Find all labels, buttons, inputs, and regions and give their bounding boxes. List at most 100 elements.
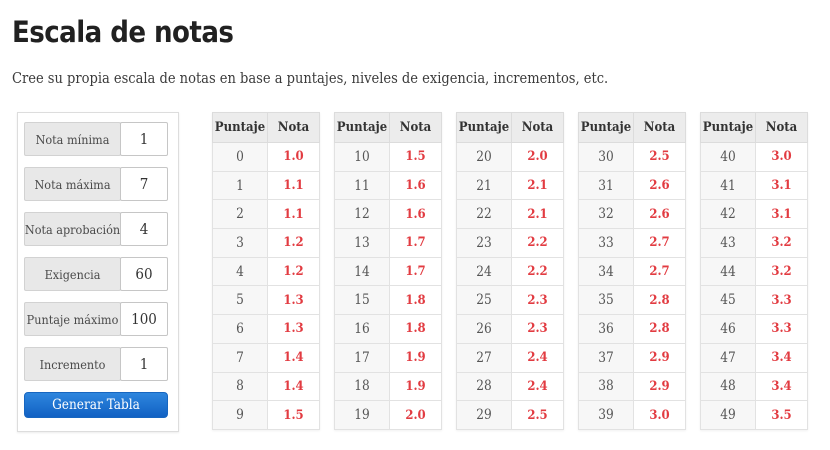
- grade-table: Puntaje Nota 20 2.0 21 2.1 22 2.1 23 2.2 24 2.2 25 2.…: [456, 112, 564, 430]
- table-header-row: Puntaje Nota: [212, 112, 320, 143]
- nota-cell: 2.3: [511, 285, 564, 316]
- table-row: 20 2.0: [456, 142, 564, 172]
- table-row: 26 2.3: [456, 314, 564, 344]
- puntaje-cell: 22: [456, 199, 512, 230]
- nota-cell: 1.8: [389, 314, 442, 344]
- table-row: 29 2.5: [456, 400, 564, 430]
- puntaje-cell: 39: [578, 400, 634, 430]
- puntaje-cell: 12: [334, 199, 390, 230]
- puntaje-cell: 23: [456, 228, 512, 258]
- puntaje-cell: 10: [334, 142, 390, 172]
- table-row: 9 1.5: [212, 400, 320, 430]
- table-row: 0 1.0: [212, 142, 320, 172]
- puntaje-cell: 13: [334, 228, 390, 258]
- field-input[interactable]: [120, 257, 168, 291]
- nota-cell: 2.2: [511, 256, 564, 287]
- puntaje-cell: 36: [578, 314, 634, 344]
- puntaje-cell: 40: [700, 142, 756, 172]
- table-row: 12 1.6: [334, 199, 442, 230]
- generate-table-button[interactable]: Generar Tabla: [24, 392, 168, 418]
- table-row: 8 1.4: [212, 371, 320, 402]
- puntaje-column-header: Puntaje: [456, 112, 512, 143]
- puntaje-cell: 7: [212, 342, 268, 373]
- puntaje-cell: 45: [700, 285, 756, 316]
- table-row: 16 1.8: [334, 314, 442, 344]
- puntaje-cell: 34: [578, 256, 634, 287]
- table-row: 33 2.7: [578, 228, 686, 258]
- nota-cell: 1.2: [267, 256, 320, 287]
- field-input[interactable]: [120, 167, 168, 201]
- table-row: 36 2.8: [578, 314, 686, 344]
- nota-cell: 3.3: [755, 314, 808, 344]
- form-field-row: Incremento: [24, 347, 168, 381]
- nota-cell: 2.4: [511, 371, 564, 402]
- field-input[interactable]: [120, 347, 168, 381]
- grade-table: Puntaje Nota 40 3.0 41 3.1 42 3.1 43 3.2 44 3.2 45 3.…: [700, 112, 808, 430]
- puntaje-cell: 8: [212, 371, 268, 402]
- puntaje-cell: 16: [334, 314, 390, 344]
- table-row: 21 2.1: [456, 170, 564, 201]
- form-field-row: Nota mínima: [24, 122, 168, 156]
- field-label: Nota máxima: [24, 167, 121, 201]
- page-title: Escala de notas: [12, 15, 234, 49]
- nota-cell: 1.9: [389, 342, 442, 373]
- grade-table: Puntaje Nota 30 2.5 31 2.6 32 2.6 33 2.7 34 2.7 35 2.…: [578, 112, 686, 430]
- table-row: 45 3.3: [700, 285, 808, 316]
- table-row: 28 2.4: [456, 371, 564, 402]
- puntaje-cell: 28: [456, 371, 512, 402]
- puntaje-cell: 2: [212, 199, 268, 230]
- puntaje-cell: 48: [700, 371, 756, 402]
- nota-cell: 2.1: [511, 170, 564, 201]
- puntaje-cell: 14: [334, 256, 390, 287]
- table-row: 18 1.9: [334, 371, 442, 402]
- puntaje-cell: 26: [456, 314, 512, 344]
- nota-cell: 1.5: [267, 400, 320, 430]
- puntaje-cell: 27: [456, 342, 512, 373]
- table-header-row: Puntaje Nota: [578, 112, 686, 143]
- puntaje-cell: 37: [578, 342, 634, 373]
- puntaje-column-header: Puntaje: [700, 112, 756, 143]
- table-row: 13 1.7: [334, 228, 442, 258]
- puntaje-cell: 49: [700, 400, 756, 430]
- table-row: 19 2.0: [334, 400, 442, 430]
- nota-cell: 3.0: [755, 142, 808, 172]
- table-row: 7 1.4: [212, 342, 320, 373]
- nota-cell: 3.4: [755, 342, 808, 373]
- nota-cell: 3.4: [755, 371, 808, 402]
- nota-column-header: Nota: [267, 112, 320, 143]
- puntaje-cell: 9: [212, 400, 268, 430]
- puntaje-cell: 32: [578, 199, 634, 230]
- puntaje-cell: 21: [456, 170, 512, 201]
- nota-column-header: Nota: [389, 112, 442, 143]
- nota-cell: 3.3: [755, 285, 808, 316]
- form-field-row: Nota máxima: [24, 167, 168, 201]
- grade-table: Puntaje Nota 10 1.5 11 1.6 12 1.6 13 1.7 14 1.7 15 1.…: [334, 112, 442, 430]
- puntaje-column-header: Puntaje: [578, 112, 634, 143]
- puntaje-cell: 17: [334, 342, 390, 373]
- nota-cell: 2.0: [511, 142, 564, 172]
- table-row: 35 2.8: [578, 285, 686, 316]
- puntaje-cell: 20: [456, 142, 512, 172]
- nota-cell: 1.1: [267, 199, 320, 230]
- nota-cell: 2.1: [511, 199, 564, 230]
- table-row: 42 3.1: [700, 199, 808, 230]
- table-row: 37 2.9: [578, 342, 686, 373]
- table-row: 2 1.1: [212, 199, 320, 230]
- nota-cell: 1.7: [389, 228, 442, 258]
- table-row: 34 2.7: [578, 256, 686, 287]
- field-label: Nota aprobación: [24, 212, 121, 246]
- table-row: 44 3.2: [700, 256, 808, 287]
- field-input[interactable]: [120, 302, 168, 336]
- table-row: 31 2.6: [578, 170, 686, 201]
- table-row: 10 1.5: [334, 142, 442, 172]
- field-input[interactable]: [120, 212, 168, 246]
- puntaje-column-header: Puntaje: [212, 112, 268, 143]
- puntaje-cell: 18: [334, 371, 390, 402]
- nota-cell: 1.1: [267, 170, 320, 201]
- field-input[interactable]: [120, 122, 168, 156]
- puntaje-cell: 44: [700, 256, 756, 287]
- table-row: 47 3.4: [700, 342, 808, 373]
- puntaje-cell: 24: [456, 256, 512, 287]
- puntaje-cell: 0: [212, 142, 268, 172]
- nota-cell: 2.8: [633, 314, 686, 344]
